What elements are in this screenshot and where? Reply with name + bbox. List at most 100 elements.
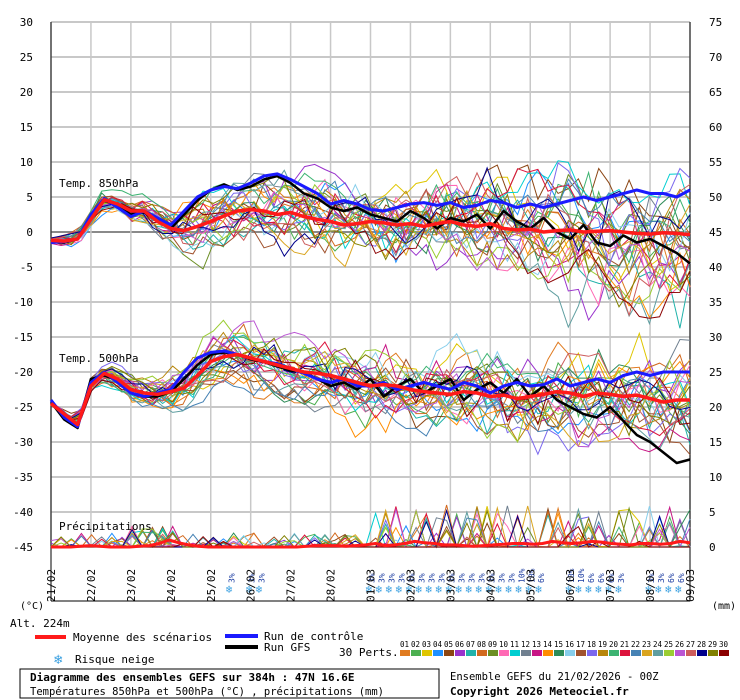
pert-swatch xyxy=(543,650,553,656)
pert-number: 30 xyxy=(719,640,729,649)
pert-swatch xyxy=(598,650,608,656)
snow-risk-label: 3% xyxy=(258,573,267,583)
pert-number: 21 xyxy=(620,640,629,649)
snow-risk-markers: ❄3%❄3%❄3%❄3%❄3%❄3%❄3%❄3%❄3%❄3%❄3%❄3%❄3%❄… xyxy=(226,568,686,596)
snow-risk-label: 3% xyxy=(407,573,416,583)
ensemble-member-line xyxy=(50,189,691,276)
pert-number: 04 xyxy=(433,640,443,649)
right-tick-label: 75 xyxy=(709,16,722,29)
right-tick-label: 25 xyxy=(709,366,722,379)
x-date-label: 07/03 xyxy=(604,569,617,602)
pert-number: 22 xyxy=(631,640,640,649)
x-date-label: 06/03 xyxy=(564,569,577,602)
left-tick-label: 20 xyxy=(20,86,33,99)
snow-flake-icon: ❄ xyxy=(585,583,592,596)
x-date-label: 21/02 xyxy=(45,569,58,602)
left-tick-label: 25 xyxy=(20,51,33,64)
snow-flake-icon: ❄ xyxy=(645,583,652,596)
right-tick-label: 70 xyxy=(709,51,722,64)
snow-flake-icon: ❄ xyxy=(495,583,502,596)
precip-mean-line xyxy=(51,538,691,549)
footer: Diagramme des ensembles GEFS sur 384h : … xyxy=(19,668,659,699)
pert-swatch xyxy=(499,650,509,656)
ensemble-member-line xyxy=(50,349,691,426)
pert-swatch xyxy=(400,650,410,656)
pert-swatch xyxy=(532,650,542,656)
snow-risk-label: 3% xyxy=(457,573,466,583)
t850-panel-label: Temp. 850hPa xyxy=(59,177,138,190)
snow-flake-icon: ❄ xyxy=(655,583,662,596)
pert-number: 12 xyxy=(521,640,530,649)
footer-subtitle: Températures 850hPa et 500hPa (°C) , pré… xyxy=(30,686,384,698)
left-tick-label: 10 xyxy=(20,156,33,169)
snow-risk-label: 3% xyxy=(447,573,456,583)
pert-number: 29 xyxy=(708,640,717,649)
left-tick-label: -20 xyxy=(13,366,33,379)
pert-number: 16 xyxy=(565,640,575,649)
pert-number: 13 xyxy=(532,640,541,649)
legend-mean-label: Moyenne des scénarios xyxy=(73,631,212,644)
snow-risk-label: 3% xyxy=(387,573,396,583)
snow-flake-icon: ❄ xyxy=(246,583,253,596)
ensemble-member-line xyxy=(50,319,691,444)
snow-flake-icon: ❄ xyxy=(515,583,522,596)
snow-flake-icon: ❄ xyxy=(395,583,402,596)
snow-flake-icon: ❄ xyxy=(675,583,682,596)
pert-number: 14 xyxy=(543,640,553,649)
snow-risk-label: 6% xyxy=(537,573,546,583)
t500-ensemble-members xyxy=(50,319,691,456)
perturbation-swatches: 01 02 03 04 05 06 07 08 09 10 11 12 13 14 15 16 17 18 19 20… xyxy=(400,640,729,656)
snow-risk-label: 10% xyxy=(527,568,536,583)
precip-panel-label: Précipitations xyxy=(59,520,152,533)
left-tick-label: -40 xyxy=(13,506,33,519)
snow-risk-label: 3% xyxy=(497,573,506,583)
snow-risk-label: 3% xyxy=(248,573,257,583)
x-date-label: 26/02 xyxy=(245,569,258,602)
pert-swatch xyxy=(433,650,443,656)
snow-risk-label: 10% xyxy=(567,568,576,583)
snow-flake-icon: ❄ xyxy=(535,583,542,596)
snow-risk-label: 6% xyxy=(597,573,606,583)
pert-number: 03 xyxy=(422,640,431,649)
right-tick-label: 15 xyxy=(709,436,722,449)
snow-flake-icon: ❄ xyxy=(665,583,672,596)
ensemble-member-line xyxy=(50,334,691,426)
pert-number: 02 xyxy=(411,640,420,649)
pert-swatch xyxy=(521,650,531,656)
left-tick-label: 15 xyxy=(20,121,33,134)
right-tick-label: 50 xyxy=(709,191,722,204)
snow-flake-icon: ❄ xyxy=(415,583,422,596)
t500-mean-line xyxy=(49,352,690,427)
pert-number: 08 xyxy=(477,640,487,649)
footer-title: Diagramme des ensembles GEFS sur 384h : … xyxy=(30,671,355,684)
snow-risk-label: 3% xyxy=(657,573,666,583)
legend-snow-label: Risque neige xyxy=(75,653,154,666)
pert-number: 18 xyxy=(587,640,597,649)
pert-swatch xyxy=(631,650,641,656)
snow-risk-label: 3% xyxy=(377,573,386,583)
snow-flake-icon: ❄ xyxy=(485,583,492,596)
x-date-label: 28/02 xyxy=(325,569,338,602)
t500-gfs-line xyxy=(50,351,691,465)
x-date-label: 04/03 xyxy=(484,569,497,602)
pert-swatch xyxy=(708,650,718,656)
snow-risk-label: 6% xyxy=(587,573,596,583)
left-tick-label: 30 xyxy=(20,16,33,29)
snow-flake-icon: ❄ xyxy=(595,583,602,596)
right-tick-label: 60 xyxy=(709,121,722,134)
left-tick-label: 5 xyxy=(26,191,33,204)
ensemble-member-line xyxy=(50,320,691,448)
snow-flake-icon: ❄ xyxy=(505,583,512,596)
snow-risk-label: 3% xyxy=(467,573,476,583)
x-date-label: 09/03 xyxy=(684,569,697,602)
pert-number: 05 xyxy=(444,640,453,649)
snow-risk-label: 3% xyxy=(617,573,626,583)
x-date-label: 23/02 xyxy=(125,569,138,602)
precip-member-line xyxy=(51,525,690,548)
perts-label: 30 Perts. xyxy=(339,646,399,659)
x-date-label: 24/02 xyxy=(165,569,178,602)
pert-number: 07 xyxy=(466,640,475,649)
snow-flake-icon: ❄ xyxy=(575,583,582,596)
left-tick-label: -30 xyxy=(13,436,33,449)
